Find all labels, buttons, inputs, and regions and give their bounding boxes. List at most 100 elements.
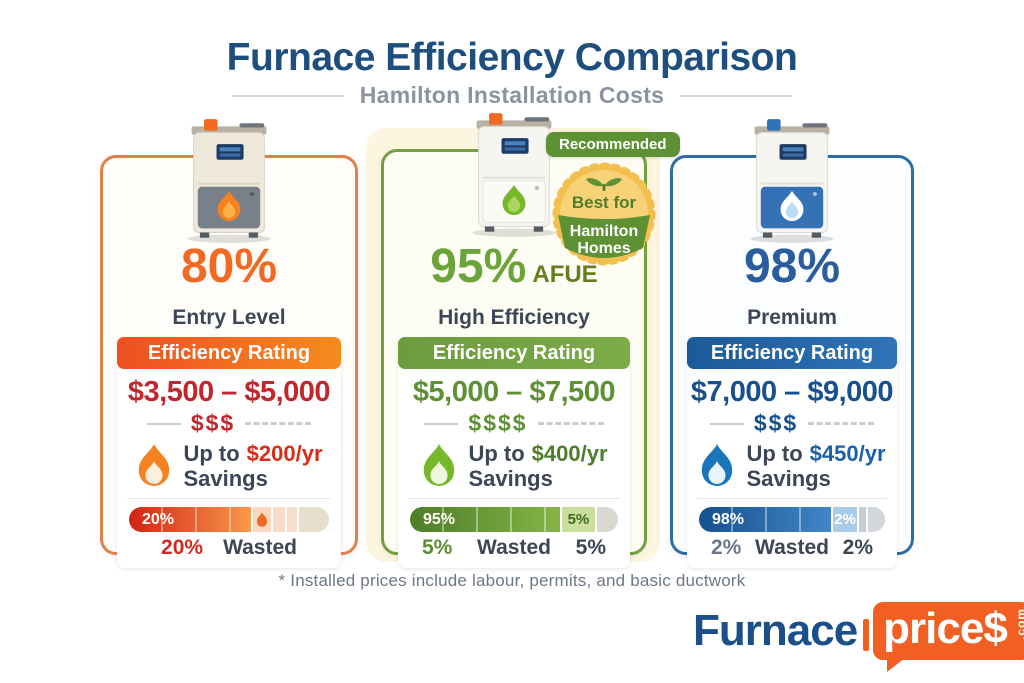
efficiency-percent-row: 80% xyxy=(103,242,355,303)
subtitle-left-rule xyxy=(231,94,344,97)
page-subtitle-row: Hamilton Installation Costs xyxy=(0,82,1024,109)
savings-row: Up to $200/yr Savings xyxy=(117,441,341,491)
efficiency-bar-light-1 xyxy=(251,507,271,532)
best-for-hamilton-seal: Best for Hamilton Homes xyxy=(552,162,656,266)
cost-left-rule xyxy=(424,422,459,425)
cost-right-dashes xyxy=(245,422,312,425)
efficiency-bar-light-3 xyxy=(285,507,297,532)
savings-suffix: Savings xyxy=(468,466,553,491)
cost-symbols: $$$ xyxy=(753,410,799,436)
mini-flame-icon xyxy=(256,512,268,527)
efficiency-rating-banner: Efficiency Rating xyxy=(687,337,897,369)
savings-prefix: Up to xyxy=(468,441,525,466)
tier-label: High Efficiency xyxy=(438,306,590,329)
savings-row: Up to $450/yr Savings xyxy=(687,441,897,491)
card-premium: 98% Premium Efficiency Rating $7,000 – $… xyxy=(670,119,914,568)
card-entry-level: 80% Entry Level Efficiency Rating $3,500… xyxy=(100,119,358,568)
efficiency-percent: 98% xyxy=(743,240,841,293)
efficiency-bar: 98% 2% xyxy=(699,507,885,532)
wasted-right-value: 5% xyxy=(575,536,606,559)
savings-amount: $400/yr xyxy=(531,441,608,466)
efficiency-bar-light: 5% xyxy=(559,507,596,532)
panel-divider xyxy=(127,498,331,499)
logo-speech-tail xyxy=(887,658,906,672)
furnaceprices-logo: Furnace price$ .com xyxy=(693,602,1024,672)
cost-right-dashes xyxy=(537,422,604,425)
tier-label: Premium xyxy=(747,306,837,329)
savings-text: Up to $400/yr Savings xyxy=(468,441,607,491)
efficiency-bar-main: 20% xyxy=(129,507,251,532)
efficiency-rating-banner: Efficiency Rating xyxy=(398,337,630,369)
details-panel: Efficiency Rating $3,500 – $5,000 $$$ Up… xyxy=(117,337,341,568)
wasted-right-value: 2% xyxy=(842,536,873,559)
savings-amount: $450/yr xyxy=(809,441,886,466)
logo-divider-bar xyxy=(863,619,870,651)
efficiency-rating-banner: Efficiency Rating xyxy=(117,337,341,369)
efficiency-bar-tail-2 xyxy=(866,507,885,532)
cost-symbols: $$$ xyxy=(190,410,236,436)
efficiency-percent-row: 98% xyxy=(673,242,911,303)
wasted-label: Wasted xyxy=(477,536,551,559)
savings-prefix: Up to xyxy=(746,441,803,466)
price-range: $5,000 – $7,500 xyxy=(412,376,616,408)
flame-icon xyxy=(424,444,455,486)
cost-symbols: $$$$ xyxy=(468,410,528,436)
logo-tld-text: .com xyxy=(1013,608,1024,641)
panel-divider xyxy=(697,498,887,499)
logo-prices-text: price$ xyxy=(883,604,1008,653)
cost-symbols-row: $$$$ xyxy=(398,410,630,437)
efficiency-bar-tail xyxy=(297,507,329,532)
bar-light-label: 2% xyxy=(834,511,856,528)
cost-left-rule xyxy=(146,422,181,425)
efficiency-bar-tail xyxy=(595,507,618,532)
savings-text: Up to $200/yr Savings xyxy=(183,441,322,491)
wasted-row: 20% Wasted xyxy=(117,536,341,560)
bar-light-label: 5% xyxy=(567,511,590,528)
efficiency-bar: 20% xyxy=(129,507,329,532)
footnote: * Installed prices include labour, permi… xyxy=(278,571,746,590)
efficiency-bar-main: 98% xyxy=(699,507,832,532)
furnace-illustration-green xyxy=(472,113,556,237)
recommended-badge: Recommended xyxy=(546,132,680,157)
savings-prefix: Up to xyxy=(183,441,240,466)
cost-symbols-row: $$$ xyxy=(687,410,897,437)
seal-top-text: Best for xyxy=(572,193,637,212)
cost-left-rule xyxy=(709,422,744,425)
savings-suffix: Savings xyxy=(746,466,831,491)
wasted-row: 2% Wasted 2% xyxy=(687,536,897,560)
logo-furnace-text: Furnace xyxy=(693,606,858,655)
bar-main-label: 95% xyxy=(423,510,456,528)
flame-icon xyxy=(139,444,170,486)
flame-icon xyxy=(702,444,733,486)
logo-prices-box: price$ .com xyxy=(873,602,1024,672)
wasted-label: Wasted xyxy=(223,536,297,559)
cost-right-dashes xyxy=(808,422,875,425)
page-title: Furnace Efficiency Comparison xyxy=(226,36,798,79)
page-subtitle: Hamilton Installation Costs xyxy=(359,82,665,108)
details-panel: Efficiency Rating $5,000 – $7,500 $$$$ U… xyxy=(398,337,630,568)
price-range: $7,000 – $9,000 xyxy=(690,376,894,408)
wasted-left-value: 20% xyxy=(161,536,204,559)
leaf-icon xyxy=(586,178,622,191)
efficiency-bar-main: 95% xyxy=(410,507,560,532)
tier-label: Entry Level xyxy=(172,306,286,329)
efficiency-percent: 80% xyxy=(180,240,278,293)
bar-main-label: 20% xyxy=(142,510,175,528)
subtitle-right-rule xyxy=(680,94,793,97)
wasted-row: 5% Wasted 5% xyxy=(398,536,630,560)
wasted-label: Wasted xyxy=(755,536,829,559)
wasted-left-value: 2% xyxy=(711,536,742,559)
savings-row: Up to $400/yr Savings xyxy=(398,441,630,491)
bar-main-label: 98% xyxy=(712,510,745,528)
savings-suffix: Savings xyxy=(183,466,268,491)
seal-line2: Homes xyxy=(577,240,630,257)
savings-text: Up to $450/yr Savings xyxy=(746,441,885,491)
furnace-illustration-blue xyxy=(750,119,834,243)
efficiency-percent-row: 95% AFUE xyxy=(384,242,644,303)
details-panel: Efficiency Rating $7,000 – $9,000 $$$ Up… xyxy=(687,337,897,568)
seal-line1: Hamilton xyxy=(570,223,638,240)
efficiency-bar-light-2 xyxy=(271,507,285,532)
savings-amount: $200/yr xyxy=(246,441,323,466)
cost-symbols-row: $$$ xyxy=(117,410,341,437)
